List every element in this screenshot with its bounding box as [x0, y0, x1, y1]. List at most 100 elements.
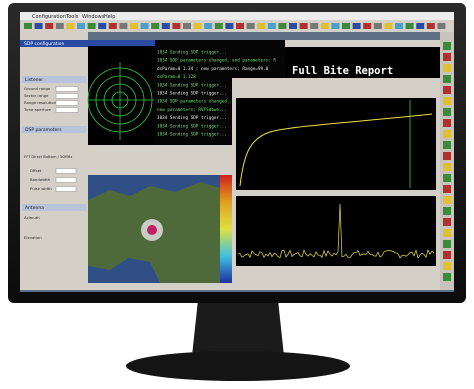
sidebar-button[interactable]: [443, 163, 451, 171]
sidebar-button[interactable]: [443, 273, 451, 281]
sidebar-button[interactable]: [443, 75, 451, 83]
left-panel: [20, 32, 88, 290]
sidebar-button[interactable]: [443, 86, 451, 94]
toolbar-button[interactable]: [416, 23, 425, 29]
toolbar-button[interactable]: [236, 23, 244, 29]
sidebar-button[interactable]: [443, 207, 451, 215]
sidebar-button[interactable]: [443, 53, 451, 61]
sidebar-button[interactable]: [443, 64, 451, 72]
field-label: Azimuth: [24, 215, 40, 220]
sidebar-button[interactable]: [443, 229, 451, 237]
field-label: Bandwidth: [30, 177, 51, 182]
toolbar-button[interactable]: [172, 23, 181, 29]
toolbar-button[interactable]: [214, 23, 223, 29]
input[interactable]: [55, 86, 79, 92]
input[interactable]: [55, 93, 79, 99]
toolbar-icons: [24, 23, 446, 29]
toolbar-button[interactable]: [426, 23, 435, 29]
sidebar-button[interactable]: [443, 119, 451, 127]
toolbar-button[interactable]: [289, 23, 297, 29]
toolbar-button[interactable]: [161, 23, 170, 29]
report-title: Full Bite Report: [292, 65, 393, 77]
toolbar-button[interactable]: [310, 23, 319, 29]
section-header: [22, 204, 86, 211]
toolbar-button[interactable]: [267, 23, 276, 29]
sidebar-button[interactable]: [443, 240, 451, 248]
trace: [237, 203, 435, 259]
console-line: dsParam=0 1.34 ; new parameters; Range=9…: [157, 66, 269, 72]
panel-title: SDP configuration: [24, 41, 64, 47]
console-line: 1034 SDP parameters changed, and paramet…: [157, 58, 276, 64]
sidebar-button[interactable]: [443, 218, 451, 226]
toolbar-button[interactable]: [77, 23, 85, 29]
toolbar-button[interactable]: [395, 23, 403, 29]
toolbar-button[interactable]: [140, 23, 149, 29]
toolbar-button[interactable]: [119, 23, 128, 29]
toolbar-button[interactable]: [225, 23, 234, 29]
title-bar: [20, 40, 88, 47]
sidebar-button[interactable]: [443, 141, 451, 149]
toolbar-button[interactable]: [34, 23, 43, 29]
toolbar-button[interactable]: [352, 23, 361, 29]
toolbar-button[interactable]: [193, 23, 202, 29]
sidebar-button[interactable]: [443, 152, 451, 160]
plot-area: [236, 196, 436, 266]
input[interactable]: [55, 107, 79, 113]
sidebar-button[interactable]: [443, 196, 451, 204]
toolbar-button[interactable]: [320, 23, 329, 29]
toolbar-button[interactable]: [183, 23, 191, 29]
trace: [239, 113, 433, 187]
menu-item[interactable]: Help: [104, 14, 115, 20]
console-line: 1034 SDP parameters changed...: [157, 99, 235, 105]
menu-item[interactable]: Configuration: [32, 14, 66, 20]
toolbar-button[interactable]: [204, 23, 213, 29]
section-title: Antenna: [25, 205, 44, 211]
toolbar-button[interactable]: [278, 23, 287, 29]
toolbar-button[interactable]: [257, 23, 266, 29]
menu-item[interactable]: Tools: [65, 14, 79, 20]
sidebar-button[interactable]: [443, 174, 451, 182]
toolbar-button[interactable]: [151, 23, 160, 29]
toolbar-button[interactable]: [405, 23, 414, 29]
toolbar-button[interactable]: [45, 23, 54, 29]
toolbar-button[interactable]: [87, 23, 96, 29]
toolbar-button[interactable]: [24, 23, 32, 29]
menu-item[interactable]: Windows: [82, 14, 105, 20]
sidebar-button[interactable]: [443, 262, 451, 270]
toolbar-button[interactable]: [384, 23, 393, 29]
toolbar-button[interactable]: [437, 23, 446, 29]
section-title: Listener: [25, 77, 43, 83]
field-label: Ground range: [24, 86, 51, 91]
toolbar-button[interactable]: [108, 23, 117, 29]
field-label: Elevation: [24, 235, 42, 240]
toolbar-button[interactable]: [98, 23, 107, 29]
toolbar-button[interactable]: [373, 23, 382, 29]
input[interactable]: [55, 186, 77, 192]
toolbar-button[interactable]: [66, 23, 75, 29]
section-title: DSP parameters: [25, 127, 62, 133]
toolbar-button[interactable]: [363, 23, 372, 29]
input[interactable]: [55, 100, 79, 106]
stand-neck: [192, 300, 284, 356]
input[interactable]: [55, 168, 77, 174]
input[interactable]: [55, 177, 77, 183]
sidebar-button[interactable]: [443, 97, 451, 105]
toolbar-button[interactable]: [55, 23, 64, 29]
plot-area: [236, 98, 436, 190]
toolbar-button[interactable]: [130, 23, 138, 29]
sidebar-icons: [443, 42, 451, 281]
menubar: [20, 12, 454, 20]
toolbar-button[interactable]: [342, 23, 350, 29]
console-line: 1034 Sending SDP trigger...: [157, 91, 227, 97]
sidebar-button[interactable]: [443, 130, 451, 138]
console-line: 1034 Sending SDP trigger...: [157, 82, 227, 88]
toolbar-button[interactable]: [246, 23, 255, 29]
sidebar-button[interactable]: [443, 251, 451, 259]
toolbar-button[interactable]: [299, 23, 308, 29]
coverage-core: [147, 225, 157, 235]
sidebar-button[interactable]: [443, 108, 451, 116]
sidebar-button[interactable]: [443, 185, 451, 193]
sidebar-button[interactable]: [443, 42, 451, 50]
toolbar-button[interactable]: [331, 23, 340, 29]
